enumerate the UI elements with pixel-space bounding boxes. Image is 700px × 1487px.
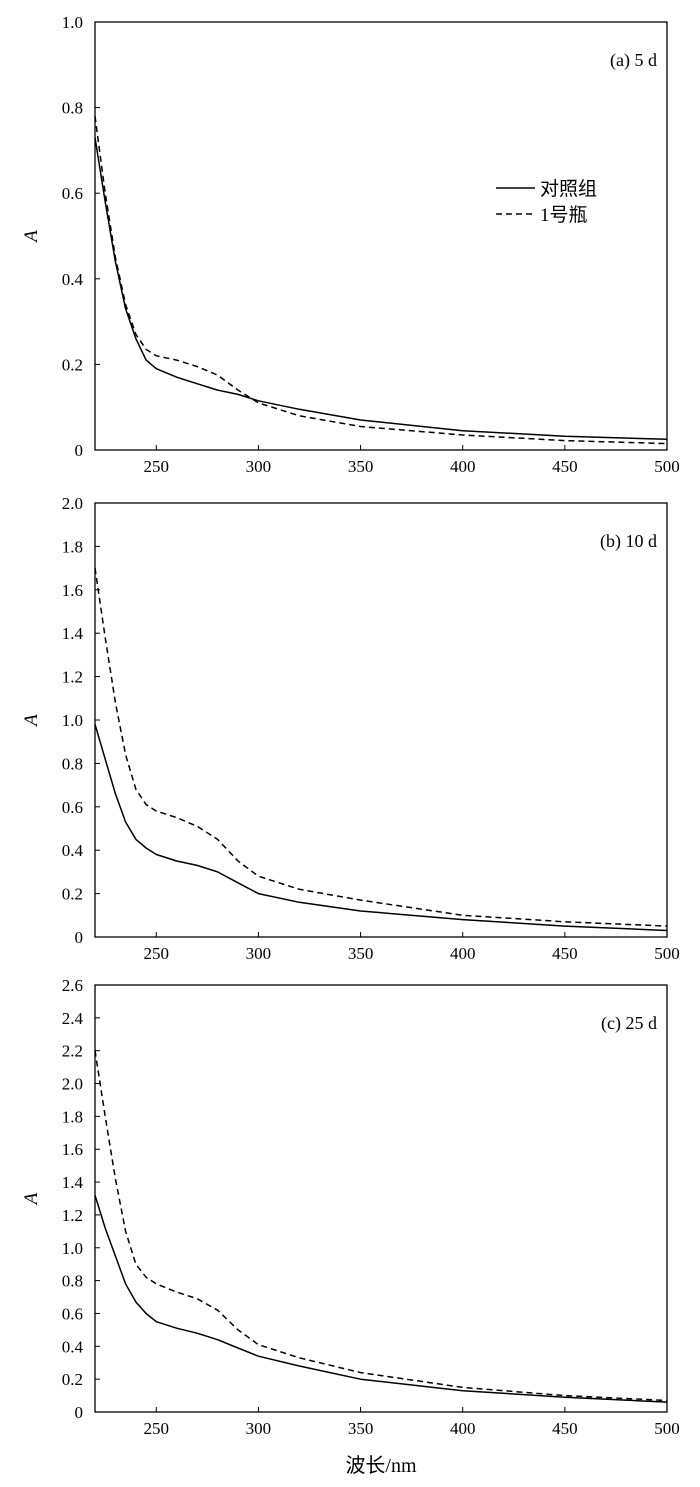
y-tick-label: 0.6 [62, 798, 83, 817]
series-solid-line [94, 137, 668, 441]
y-tick-label: 2.0 [62, 1075, 83, 1094]
panel-label: (a) 5 d [610, 50, 657, 71]
y-tick-label: 2.6 [62, 976, 83, 995]
legend-bottle1-label: 1号瓶 [540, 204, 588, 226]
panel-label: (c) 25 d [601, 1013, 657, 1034]
y-tick-label: 1.0 [62, 1239, 83, 1258]
y-tick-label: 0.8 [62, 754, 83, 773]
y-tick-label: 2.0 [62, 494, 83, 513]
y-axis-label: A [21, 714, 42, 728]
x-tick-label: 300 [246, 1419, 272, 1438]
x-tick-label: 300 [246, 457, 272, 476]
y-tick-label: 2.2 [62, 1042, 83, 1061]
y-tick-label: 0.8 [62, 99, 83, 118]
x-tick-label: 250 [144, 457, 170, 476]
x-tick-label: 350 [348, 457, 374, 476]
x-tick-label: 400 [450, 457, 476, 476]
x-tick-label: 500 [654, 457, 680, 476]
y-tick-label: 0.2 [62, 885, 83, 904]
y-tick-label: 1.6 [62, 1140, 83, 1159]
y-tick-label: 0.4 [62, 841, 84, 860]
x-tick-label: 500 [654, 1419, 680, 1438]
x-tick-label: 250 [144, 944, 170, 963]
y-tick-label: 0.6 [62, 184, 83, 203]
legend-control-label: 对照组 [540, 178, 597, 200]
x-tick-label: 350 [348, 1419, 374, 1438]
series-dashed-line [94, 1050, 668, 1402]
y-tick-label: 2.4 [62, 1009, 84, 1028]
panel-0: 0 0.2 0.4 0.6 0.8 1.0 250 300 350 400 450 500 A (a) 5… [21, 13, 680, 476]
x-tick-label: 300 [246, 944, 272, 963]
y-tick-label: 0 [75, 928, 84, 947]
x-tick-label: 400 [450, 944, 476, 963]
x-tick-label: 250 [144, 1419, 170, 1438]
panel-label: (b) 10 d [600, 531, 657, 552]
y-tick-label: 1.8 [62, 1107, 83, 1126]
y-tick-label: 0 [75, 1403, 84, 1422]
y-tick-label: 0.6 [62, 1304, 83, 1323]
y-tick-label: 1.6 [62, 581, 83, 600]
y-axis-label: A [21, 230, 42, 244]
plot-frame [94, 984, 668, 1413]
panel-1: 0 0.2 0.4 0.6 0.8 1.0 1.2 1.4 1.6 1.8 2.0 250 300 350… [21, 494, 680, 963]
y-tick-label: 1.0 [62, 711, 83, 730]
y-tick-label: 1.4 [62, 624, 84, 643]
x-tick-label: 350 [348, 944, 374, 963]
y-axis-label: A [21, 1192, 42, 1206]
series-solid-line [94, 1194, 668, 1403]
x-tick-label: 400 [450, 1419, 476, 1438]
plot-frame [94, 21, 668, 451]
x-tick-label: 450 [552, 1419, 578, 1438]
y-tick-label: 1.2 [62, 668, 83, 687]
y-tick-label: 1.0 [62, 13, 83, 32]
y-tick-label: 0.4 [62, 270, 84, 289]
y-tick-label: 0 [75, 441, 84, 460]
series-dashed-line [94, 567, 668, 927]
y-tick-label: 1.4 [62, 1173, 84, 1192]
y-tick-label: 0.2 [62, 1370, 83, 1389]
y-tick-label: 0.8 [62, 1272, 83, 1291]
x-tick-label: 500 [654, 944, 680, 963]
y-tick-label: 0.2 [62, 355, 83, 374]
plot-frame [94, 502, 668, 938]
chart-panels: 0 0.2 0.4 0.6 0.8 1.0 250 300 350 400 450 500 A (a) 5… [21, 13, 680, 1438]
x-tick-label: 450 [552, 457, 578, 476]
y-tick-label: 1.8 [62, 537, 83, 556]
series-solid-line [94, 724, 668, 932]
series-dashed-line [94, 116, 668, 445]
panel-2: 0 0.2 0.4 0.6 0.8 1.0 1.2 1.4 1.6 1.8 2.0 2.2 2.4 2.6… [21, 976, 680, 1438]
x-tick-label: 450 [552, 944, 578, 963]
x-axis-label: 波长/nm [345, 1454, 417, 1477]
y-tick-label: 0.4 [62, 1337, 84, 1356]
legend: 对照组 1号瓶 [496, 178, 597, 226]
y-tick-label: 1.2 [62, 1206, 83, 1225]
